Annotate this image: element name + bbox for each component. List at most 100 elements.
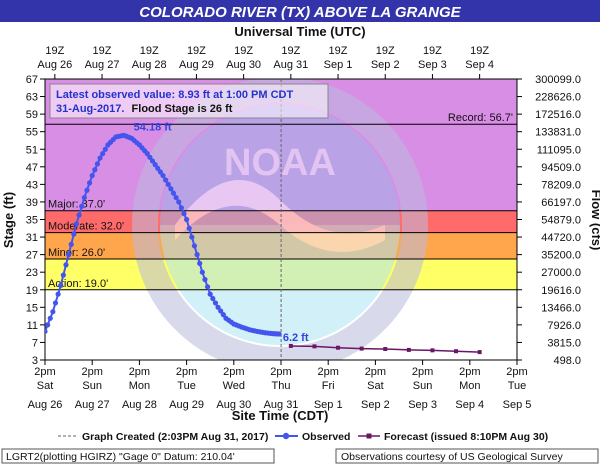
chart-title: COLORADO RIVER (TX) ABOVE LA GRANGE: [139, 4, 461, 21]
flow-tick-label: 13466.0: [541, 302, 581, 314]
observed-point: [86, 180, 93, 186]
stage-axis-ticks: 3 7 11 15 19 23 27 31 35 39 43 47 51 55 59 63 67: [26, 74, 45, 367]
observed-point: [66, 252, 72, 258]
flow-tick-label: 78209.0: [541, 179, 581, 191]
stage-tick-label: 47: [26, 162, 38, 174]
forecast-point: [406, 347, 411, 352]
observed-point: [45, 322, 51, 328]
flow-tick-label: 111095.0: [537, 144, 581, 156]
latest-observation-date: 31-Aug-2017.: [56, 103, 124, 115]
bottom-tick-time: 2pm: [81, 366, 102, 378]
flow-tick-label: 228626.0: [535, 92, 581, 104]
legend-forecast-label: Forecast (issued 8:10PM Aug 30): [384, 431, 548, 443]
flow-tick-label: 300099.0: [535, 74, 581, 86]
flow-axis-ticks: 498.0 3815.0 7926.0 13466.0 19616.0 27000.0 35…: [517, 74, 581, 367]
latest-value-label: 6.2 ft: [283, 332, 309, 344]
stage-tick-label: 3: [32, 355, 38, 367]
observed-point: [199, 269, 205, 275]
observed-point: [173, 194, 179, 201]
bottom-tick-day: Tue: [177, 380, 196, 392]
observed-point: [81, 194, 87, 201]
observed-point: [197, 260, 203, 267]
bottom-tick-day: Sun: [82, 380, 102, 392]
top-tick-time: 19Z: [329, 45, 348, 57]
observed-point: [55, 291, 61, 297]
stage-tick-label: 55: [26, 127, 38, 139]
observed-point: [165, 181, 171, 187]
bottom-tick-date: Aug 26: [28, 399, 63, 411]
bottom-tick-day: Tue: [508, 380, 527, 392]
bottom-tick-day: Mon: [459, 380, 480, 392]
top-tick-date: Sep 4: [465, 59, 494, 71]
stage-tick-label: 51: [26, 144, 38, 156]
stage-tick-label: 23: [26, 267, 38, 279]
bottom-tick-time: 2pm: [270, 366, 291, 378]
top-tick-time: 19Z: [45, 45, 64, 57]
observed-point: [157, 169, 163, 175]
bottom-tick-time: 2pm: [129, 366, 150, 378]
stage-tick-label: 39: [26, 197, 38, 209]
flow-tick-label: 19616.0: [541, 285, 581, 297]
threshold-label-action: Action: 19.0': [48, 278, 108, 290]
y2-axis-title: Flow (cfs): [589, 190, 600, 251]
observed-point: [204, 284, 211, 290]
top-tick-time: 19Z: [234, 45, 253, 57]
bottom-tick-day: Sat: [37, 380, 54, 392]
stage-tick-label: 27: [26, 250, 38, 262]
observed-point: [68, 241, 74, 247]
observed-point: [194, 252, 200, 258]
flood-threshold-lines: Record: 56.7' Major: 37.0' Moderate: 32.0'…: [45, 112, 517, 291]
top-tick-time: 19Z: [376, 45, 395, 57]
stage-tick-label: 67: [26, 74, 38, 86]
legend-created-label: Graph Created (2:03PM Aug 31, 2017): [82, 431, 268, 443]
bottom-tick-time: 2pm: [459, 366, 480, 378]
bottom-tick-date: Sep 3: [408, 399, 437, 411]
flow-tick-label: 172516.0: [535, 109, 581, 121]
observed-point: [89, 172, 95, 179]
bottom-tick-day: Mon: [129, 380, 150, 392]
bottom-tick-date: Aug 28: [122, 399, 157, 411]
forecast-point: [312, 344, 317, 349]
bottom-tick-date: Sep 5: [503, 399, 532, 411]
crest-label: 54.18 ft: [134, 121, 172, 133]
observed-point: [186, 225, 192, 231]
bottom-axis-title: Site Time (CDT): [232, 408, 329, 423]
footer: LGRT2(plotting HGIRZ) "Gage 0" Datum: 21…: [1, 448, 599, 464]
y-axis-title: Stage (ft): [1, 192, 16, 248]
bottom-tick-day: Sun: [413, 380, 433, 392]
top-tick-time: 19Z: [423, 45, 442, 57]
top-tick-time: 19Z: [187, 45, 206, 57]
observed-point: [160, 172, 166, 179]
top-tick-date: Aug 28: [132, 59, 167, 71]
flow-tick-label: 66197.0: [541, 197, 581, 209]
flow-tick-label: 3815.0: [547, 337, 581, 349]
observed-point: [60, 272, 66, 278]
observed-point: [218, 308, 224, 314]
observed-point: [191, 243, 198, 249]
top-tick-date: Sep 1: [324, 59, 353, 71]
title-bar: [0, 0, 600, 22]
forecast-point: [336, 345, 341, 350]
observed-point: [220, 312, 226, 318]
bottom-tick-day: Thu: [272, 380, 291, 392]
bottom-tick-time: 2pm: [34, 366, 55, 378]
observed-point: [84, 187, 90, 193]
observed-point: [63, 262, 69, 268]
observed-point: [276, 331, 282, 337]
forecast-point: [383, 347, 388, 352]
bottom-tick-time: 2pm: [176, 366, 197, 378]
observed-point: [50, 309, 56, 315]
observed-point: [181, 211, 187, 217]
stage-tick-label: 15: [26, 302, 38, 314]
bottom-tick-date: Sep 1: [314, 399, 343, 411]
observed-point: [189, 234, 195, 240]
footer-datum: LGRT2(plotting HGIRZ) "Gage 0" Datum: 21…: [6, 451, 235, 463]
flow-tick-label: 54879.0: [541, 215, 581, 227]
observed-point: [210, 295, 216, 302]
observed-point: [102, 146, 108, 152]
observed-point: [212, 300, 219, 306]
flow-tick-label: 27000.0: [541, 267, 581, 279]
observed-point: [168, 186, 174, 192]
observed-point: [47, 315, 53, 321]
